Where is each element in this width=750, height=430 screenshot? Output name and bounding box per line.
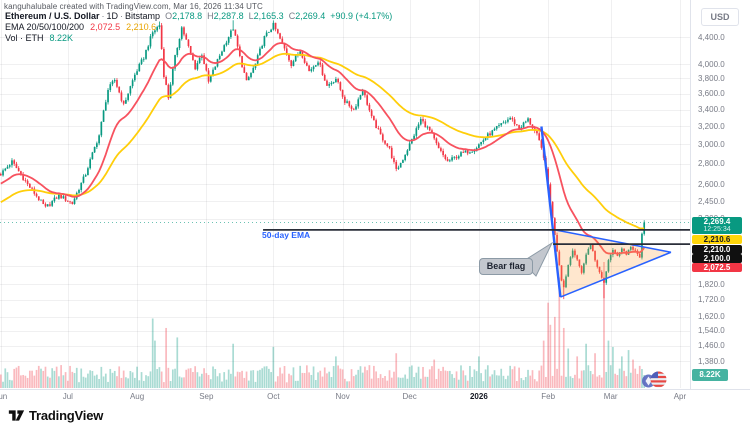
price-axis-label: 1,460.0 — [698, 341, 725, 351]
price-axis-label: 2,600.0 — [698, 179, 725, 189]
time-axis-label: Dec — [402, 392, 417, 401]
price-axis-label: 1,720.0 — [698, 295, 725, 305]
symbol-legend-row: Ethereum / U.S. Dollar · 1D · Bitstamp O2,178… — [5, 11, 392, 22]
fifty-day-ema-annotation[interactable]: 50-day EMA — [262, 230, 311, 240]
snapshot-watermark: kanguhalubale created with TradingView.c… — [4, 2, 263, 11]
time-axis-label: Feb — [541, 392, 556, 401]
chart-legend[interactable]: Ethereum / U.S. Dollar · 1D · Bitstamp O2,178… — [5, 11, 392, 44]
price-axis-label: 1,540.0 — [698, 326, 725, 336]
volume-axis-badge: 8.22K — [692, 369, 728, 381]
time-axis-label: Apr — [673, 392, 687, 401]
ema-legend-row: EMA 20/50/100/200 2,072.5 2,210.6 — [5, 22, 392, 33]
ema-slow-value: 2,210.6 — [126, 22, 157, 32]
price-axis-label: 3,600.0 — [698, 89, 725, 99]
ohlc-close-value: 2,269.4 — [295, 11, 326, 21]
ohlc-close-key: C — [288, 11, 296, 21]
tradingview-logo-icon — [8, 410, 25, 421]
price-axis-label: 1,820.0 — [698, 279, 725, 289]
price-axis-label: 1,620.0 — [698, 312, 725, 322]
tradingview-branding[interactable]: TradingView — [8, 407, 103, 424]
price-badge: 2,269.4 12:25:34 — [692, 217, 742, 234]
symbol-pair-logos — [642, 371, 667, 388]
price-axis-label: 3,000.0 — [698, 139, 725, 149]
price-axis-label: 2,800.0 — [698, 159, 725, 169]
time-axis-label: Sep — [199, 392, 214, 401]
legend-separator: · — [101, 11, 105, 21]
price-axis[interactable]: USD 4,400.0 4,000.0 3,800.0 3,600.0 3,400.0 3… — [690, 0, 750, 389]
price-axis-label: 1,380.0 — [698, 356, 725, 366]
ohlc-low-value: 2,165.3 — [253, 11, 284, 21]
exchange-label[interactable]: Bitstamp — [125, 11, 161, 21]
ohlc-high-key: H — [207, 11, 214, 21]
interval-label[interactable]: 1D — [106, 11, 119, 21]
usd-flag-icon — [650, 371, 667, 388]
price-badge: 2,210.6 — [692, 235, 742, 244]
price-axis-label: 3,800.0 — [698, 73, 725, 83]
ohlc-high-value: 2,287.8 — [213, 11, 244, 21]
time-axis-label: Oct — [267, 392, 280, 401]
bear-flag-callout[interactable]: Bear flag — [479, 258, 533, 275]
ema-indicator-label[interactable]: EMA 20/50/100/200 — [5, 22, 85, 32]
volume-indicator-label[interactable]: Vol · ETH — [5, 33, 44, 43]
symbol-name[interactable]: Ethereum / U.S. Dollar — [5, 11, 100, 21]
price-axis-label: 4,400.0 — [698, 32, 725, 42]
currency-toggle-button[interactable]: USD — [701, 8, 739, 26]
ema-fast-value: 2,072.5 — [90, 22, 121, 32]
price-chart-canvas[interactable] — [0, 0, 690, 389]
price-axis-label: 2,450.0 — [698, 196, 725, 206]
price-axis-label: 3,200.0 — [698, 121, 725, 131]
time-axis-label: Nov — [335, 392, 350, 401]
legend-separator: · — [120, 11, 124, 21]
time-axis-label: Jul — [62, 392, 73, 401]
volume-legend-row: Vol · ETH 8.22K — [5, 33, 392, 44]
price-badge: 2,072.5 — [692, 262, 742, 272]
time-axis-label: Jun — [0, 392, 8, 401]
price-badge: 2,210.0 — [692, 244, 742, 254]
ohlc-open-key: O — [165, 11, 173, 21]
volume-value: 8.22K — [49, 33, 74, 43]
price-badge: 2,100.0 — [692, 253, 742, 263]
ohlc-open-value: 2,178.8 — [172, 11, 203, 21]
time-axis[interactable]: Jun Jul Aug Sep Oct Nov Dec 2026 Feb Mar Apr — [0, 389, 750, 403]
time-axis-label: Aug — [129, 392, 145, 401]
ohlc-low-key: L — [248, 11, 254, 21]
footer: TradingView — [0, 403, 750, 430]
price-axis-label: 3,400.0 — [698, 105, 725, 115]
tradingview-wordmark: TradingView — [29, 408, 104, 423]
countdown-timer: 12:25:34 — [703, 226, 731, 233]
time-axis-label: Mar — [603, 392, 618, 401]
price-axis-label: 4,000.0 — [698, 59, 725, 69]
time-axis-label: 2026 — [469, 392, 488, 401]
change-value: +90.9 (+4.17%) — [330, 11, 393, 21]
